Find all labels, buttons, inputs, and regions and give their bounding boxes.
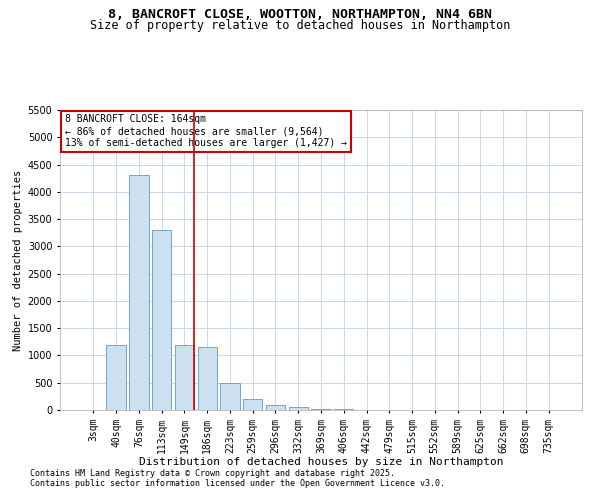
Bar xyxy=(152,230,172,410)
Bar xyxy=(175,344,194,410)
Bar xyxy=(243,399,262,410)
Y-axis label: Number of detached properties: Number of detached properties xyxy=(13,170,23,350)
Bar xyxy=(106,344,126,410)
X-axis label: Distribution of detached houses by size in Northampton: Distribution of detached houses by size … xyxy=(139,457,503,467)
Bar xyxy=(266,404,285,410)
Text: 8 BANCROFT CLOSE: 164sqm
← 86% of detached houses are smaller (9,564)
13% of sem: 8 BANCROFT CLOSE: 164sqm ← 86% of detach… xyxy=(65,114,347,148)
Text: 8, BANCROFT CLOSE, WOOTTON, NORTHAMPTON, NN4 6BN: 8, BANCROFT CLOSE, WOOTTON, NORTHAMPTON,… xyxy=(108,8,492,20)
Bar xyxy=(220,382,239,410)
Bar xyxy=(311,409,331,410)
Text: Contains public sector information licensed under the Open Government Licence v3: Contains public sector information licen… xyxy=(30,478,445,488)
Bar xyxy=(289,408,308,410)
Bar xyxy=(197,348,217,410)
Text: Contains HM Land Registry data © Crown copyright and database right 2025.: Contains HM Land Registry data © Crown c… xyxy=(30,468,395,477)
Text: Size of property relative to detached houses in Northampton: Size of property relative to detached ho… xyxy=(90,18,510,32)
Bar xyxy=(129,176,149,410)
